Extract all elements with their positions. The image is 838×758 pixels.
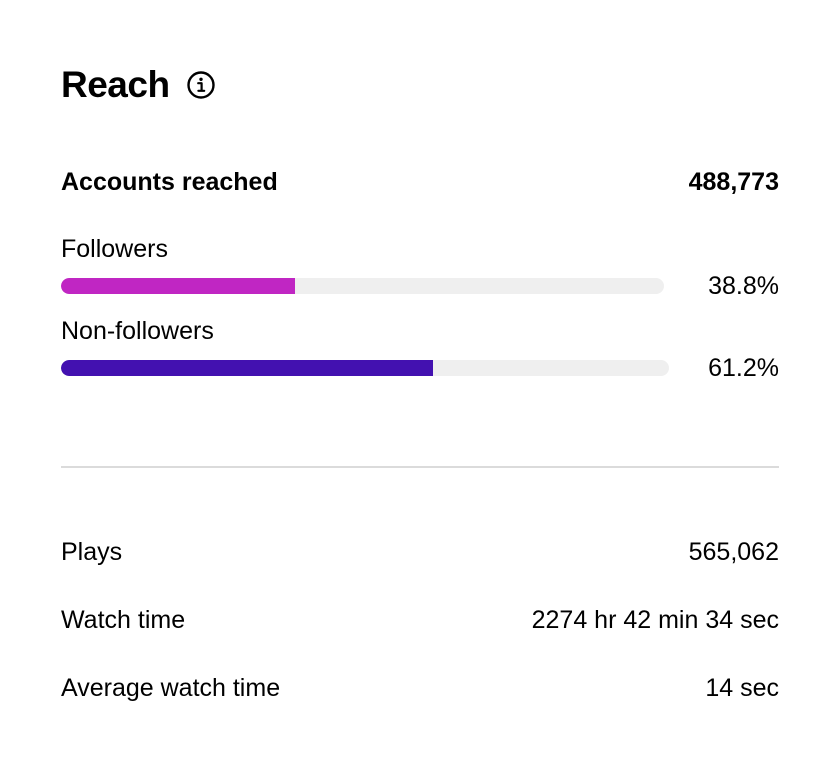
section-divider bbox=[61, 466, 779, 468]
average-watch-time-label: Average watch time bbox=[61, 673, 281, 702]
watch-time-value: 2274 hr 42 min 34 sec bbox=[531, 605, 779, 634]
non-followers-label: Non-followers bbox=[61, 317, 214, 345]
reach-header: Reach bbox=[61, 62, 216, 108]
plays-row: Plays 565,062 bbox=[61, 536, 779, 568]
followers-label: Followers bbox=[61, 235, 168, 263]
average-watch-time-value: 14 sec bbox=[705, 673, 779, 702]
page-title: Reach bbox=[61, 64, 170, 105]
accounts-reached-value: 488,773 bbox=[688, 167, 779, 196]
watch-time-label: Watch time bbox=[61, 605, 186, 634]
average-watch-time-row: Average watch time 14 sec bbox=[61, 672, 779, 704]
followers-bar-track bbox=[61, 278, 664, 294]
accounts-reached-row: Accounts reached 488,773 bbox=[61, 166, 779, 198]
accounts-reached-label: Accounts reached bbox=[61, 167, 278, 196]
plays-value: 565,062 bbox=[688, 537, 779, 566]
followers-bar-fill bbox=[61, 278, 295, 294]
non-followers-bar-track bbox=[61, 360, 669, 376]
followers-percent: 38.8% bbox=[708, 272, 779, 300]
info-icon[interactable] bbox=[186, 70, 216, 100]
non-followers-bar-fill bbox=[61, 360, 434, 376]
watch-time-row: Watch time 2274 hr 42 min 34 sec bbox=[61, 604, 779, 636]
non-followers-percent: 61.2% bbox=[708, 354, 779, 382]
plays-label: Plays bbox=[61, 537, 123, 566]
